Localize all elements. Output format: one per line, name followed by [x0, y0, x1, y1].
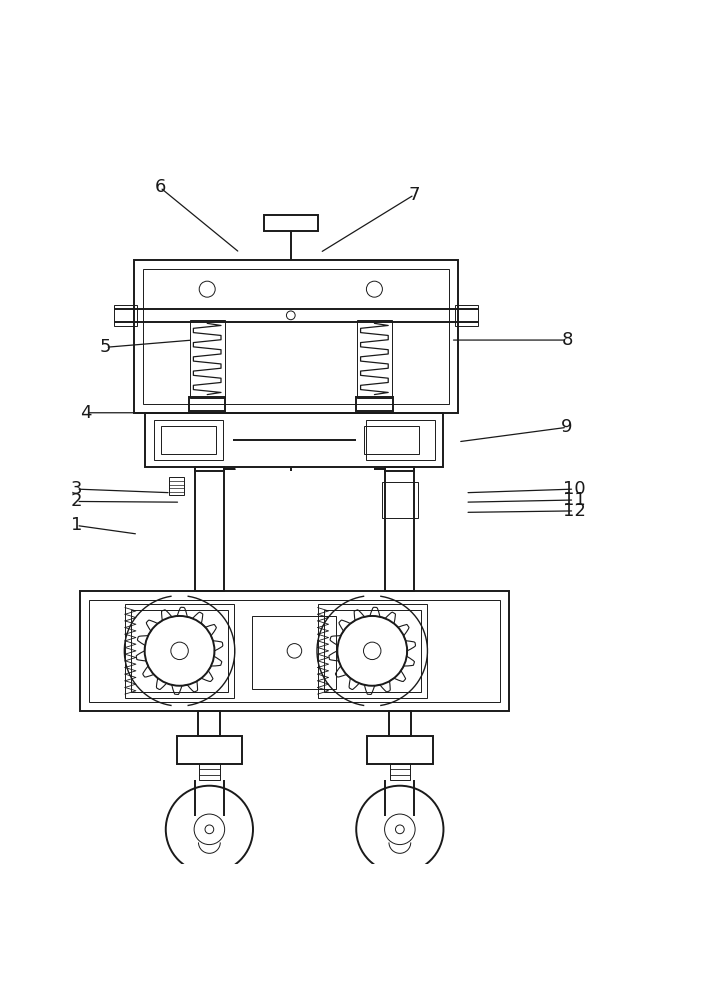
- Text: 5: 5: [100, 338, 111, 356]
- Bar: [143, 269, 449, 404]
- Text: 9: 9: [561, 418, 573, 436]
- Bar: [154, 420, 223, 460]
- Bar: [199, 764, 220, 780]
- Text: 10: 10: [563, 480, 586, 498]
- Text: 2: 2: [71, 492, 82, 510]
- Bar: [198, 711, 220, 736]
- Bar: [455, 305, 478, 326]
- Bar: [131, 610, 228, 692]
- Bar: [385, 467, 414, 591]
- Bar: [145, 413, 443, 467]
- Text: 1: 1: [71, 516, 82, 534]
- Bar: [134, 260, 458, 413]
- Bar: [389, 711, 411, 736]
- Bar: [190, 320, 225, 398]
- Bar: [125, 604, 234, 698]
- Bar: [264, 215, 318, 231]
- Bar: [385, 467, 414, 471]
- Bar: [356, 397, 393, 411]
- Bar: [195, 467, 224, 471]
- Text: 11: 11: [563, 491, 586, 509]
- Bar: [366, 420, 435, 460]
- Bar: [318, 604, 427, 698]
- Bar: [367, 736, 433, 764]
- Bar: [195, 467, 224, 591]
- Text: 7: 7: [409, 186, 420, 204]
- Text: 4: 4: [80, 404, 92, 422]
- Bar: [189, 397, 225, 411]
- Bar: [390, 764, 410, 780]
- Bar: [114, 305, 137, 326]
- Bar: [357, 320, 392, 398]
- Bar: [169, 477, 184, 495]
- Text: 8: 8: [561, 331, 573, 349]
- Text: 6: 6: [154, 178, 166, 196]
- Bar: [177, 736, 242, 764]
- Bar: [161, 426, 216, 454]
- Bar: [89, 600, 500, 702]
- Text: 12: 12: [563, 502, 586, 520]
- Bar: [80, 591, 509, 711]
- Bar: [382, 482, 418, 518]
- Bar: [324, 610, 421, 692]
- Text: 3: 3: [71, 480, 82, 498]
- Bar: [252, 616, 336, 689]
- Bar: [364, 426, 419, 454]
